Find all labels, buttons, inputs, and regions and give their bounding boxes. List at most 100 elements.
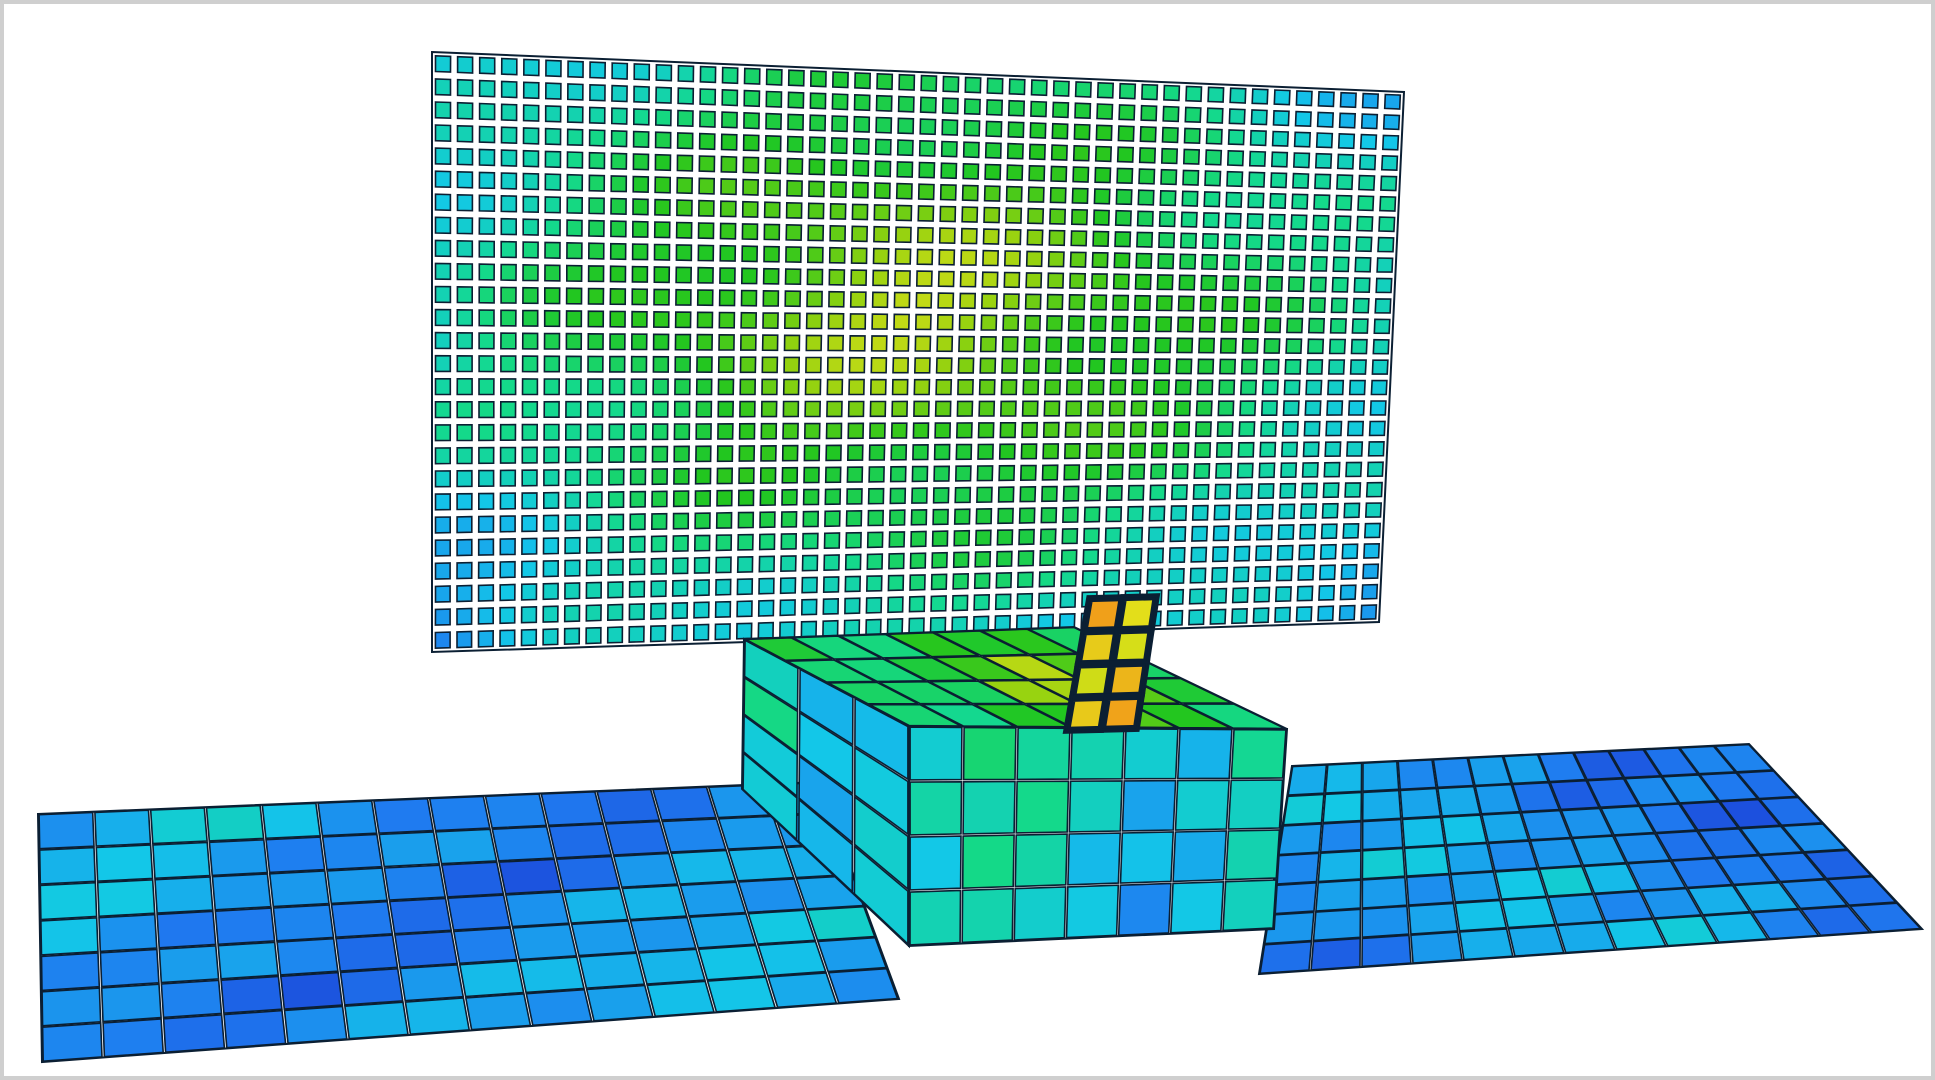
back-wall-element [718,289,736,307]
back-wall-element [1037,592,1055,609]
back-wall-element [1107,442,1125,459]
back-wall-element [915,291,933,309]
back-wall-element [1212,525,1230,542]
left-slab-element [160,979,223,1019]
back-wall-element [456,239,474,258]
back-wall-element [696,333,714,351]
back-wall-element [933,465,951,482]
back-wall-element [1338,112,1357,129]
back-wall-element [758,577,775,595]
back-wall-element [763,245,780,263]
back-wall-element [824,510,841,528]
left-slab-element [404,997,471,1036]
back-wall-element [1248,171,1266,188]
back-wall-element [434,285,452,304]
right-slab-element [1361,789,1402,822]
back-wall-element [1066,357,1084,375]
back-wall-element [521,378,539,396]
back-wall-element [765,112,783,131]
back-wall-element [631,288,649,306]
back-wall-element [1070,208,1089,226]
left-slab-element [604,820,670,856]
back-wall-element [478,171,496,190]
left-slab-element [827,967,899,1004]
center-block-front-element [961,887,1014,944]
back-wall-element [738,467,755,485]
left-slab-element [706,976,777,1013]
back-wall-element [1167,588,1185,606]
back-wall-element [872,269,890,287]
back-wall-element [719,267,736,285]
back-wall-element [851,181,869,199]
left-slab-element [518,956,585,994]
back-wall-element [888,509,906,527]
back-wall-element [1292,172,1310,189]
back-wall-element [957,378,974,396]
back-wall-element [478,79,496,98]
left-slab-element [279,971,344,1010]
back-wall-element [742,156,760,174]
back-wall-element [867,487,885,505]
back-wall-element [980,314,998,331]
back-wall-element [1052,101,1070,119]
back-wall-element [1132,337,1150,354]
back-wall-element [1131,379,1149,396]
back-wall-element [1215,441,1233,458]
back-wall-element [588,151,606,170]
back-wall-element [999,400,1017,417]
back-wall-element [1202,212,1220,229]
back-wall-element [916,226,934,244]
back-wall-element [827,312,845,330]
back-wall-element [1357,195,1375,212]
back-wall-element [478,423,495,442]
back-wall-element [978,378,996,396]
back-wall-element [631,310,648,328]
back-wall-element [673,400,691,418]
back-wall-element [894,269,911,287]
back-wall-element [1364,502,1383,518]
back-wall-element [719,222,737,240]
back-wall-element [610,152,628,170]
back-wall-element [672,490,690,508]
back-wall-element [892,335,910,352]
left-slab-element [661,818,727,853]
back-wall-element [699,110,716,128]
back-wall-element [1337,132,1356,150]
back-wall-element [478,240,496,258]
back-wall-element [632,130,650,149]
back-wall-outline [431,50,1406,654]
right-slab-element [1697,827,1760,859]
back-wall-element [697,266,714,284]
back-wall-element [1294,110,1312,128]
center-block-front-element [1119,831,1175,884]
back-wall-element [1167,567,1185,585]
back-wall-element [912,422,930,439]
back-wall-element [807,202,825,220]
back-wall-element [915,270,933,287]
back-wall-element [1007,121,1025,139]
back-wall-element [1363,522,1382,539]
back-wall-element [654,153,672,172]
back-wall-element [1237,441,1255,458]
back-wall-element [676,132,694,150]
left-slab-element [265,836,326,874]
back-wall-element [434,308,452,327]
back-wall-element [1239,379,1258,396]
right-slab-element [1317,850,1362,883]
back-wall-element [1006,142,1024,160]
right-slab-element [1494,868,1548,901]
back-wall-element [564,536,581,555]
back-wall-element [809,114,827,132]
back-wall-element [1096,81,1115,99]
back-wall-element [758,533,776,551]
back-wall-element [1234,524,1252,541]
back-wall-element [1262,358,1280,375]
back-wall-element [1008,78,1026,96]
back-wall-element [828,290,845,308]
back-wall-element [650,602,667,620]
back-wall-element [1139,125,1157,143]
back-wall-element [742,134,760,152]
back-wall-element [983,185,1001,202]
back-wall-element [1284,358,1302,375]
